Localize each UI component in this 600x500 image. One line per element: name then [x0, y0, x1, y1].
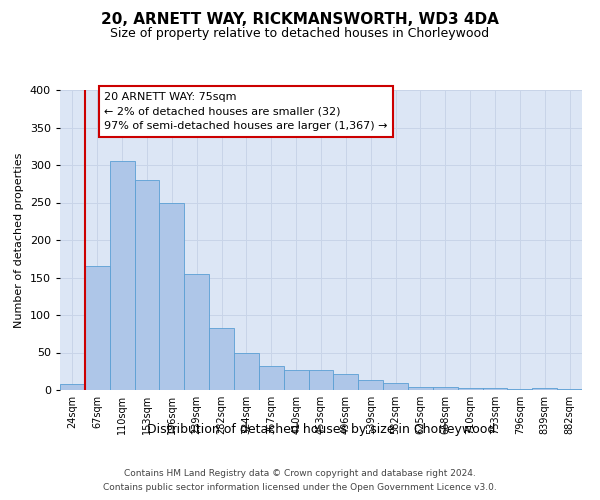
Bar: [358, 380, 383, 390]
Bar: [234, 352, 259, 390]
Text: Size of property relative to detached houses in Chorleywood: Size of property relative to detached ho…: [110, 28, 490, 40]
Bar: [284, 370, 308, 390]
Text: Distribution of detached houses by size in Chorleywood: Distribution of detached houses by size …: [147, 422, 495, 436]
Y-axis label: Number of detached properties: Number of detached properties: [14, 152, 24, 328]
Bar: [557, 388, 582, 390]
Bar: [408, 387, 433, 390]
Bar: [134, 180, 160, 390]
Text: 20 ARNETT WAY: 75sqm
← 2% of detached houses are smaller (32)
97% of semi-detach: 20 ARNETT WAY: 75sqm ← 2% of detached ho…: [104, 92, 388, 131]
Text: 20, ARNETT WAY, RICKMANSWORTH, WD3 4DA: 20, ARNETT WAY, RICKMANSWORTH, WD3 4DA: [101, 12, 499, 28]
Bar: [259, 366, 284, 390]
Bar: [508, 388, 532, 390]
Text: Contains public sector information licensed under the Open Government Licence v3: Contains public sector information licen…: [103, 484, 497, 492]
Bar: [110, 161, 134, 390]
Bar: [482, 388, 508, 390]
Bar: [308, 370, 334, 390]
Bar: [209, 328, 234, 390]
Text: Contains HM Land Registry data © Crown copyright and database right 2024.: Contains HM Land Registry data © Crown c…: [124, 468, 476, 477]
Bar: [160, 202, 184, 390]
Bar: [60, 384, 85, 390]
Bar: [433, 387, 458, 390]
Bar: [184, 274, 209, 390]
Bar: [383, 382, 408, 390]
Bar: [532, 388, 557, 390]
Bar: [458, 388, 482, 390]
Bar: [334, 374, 358, 390]
Bar: [85, 266, 110, 390]
